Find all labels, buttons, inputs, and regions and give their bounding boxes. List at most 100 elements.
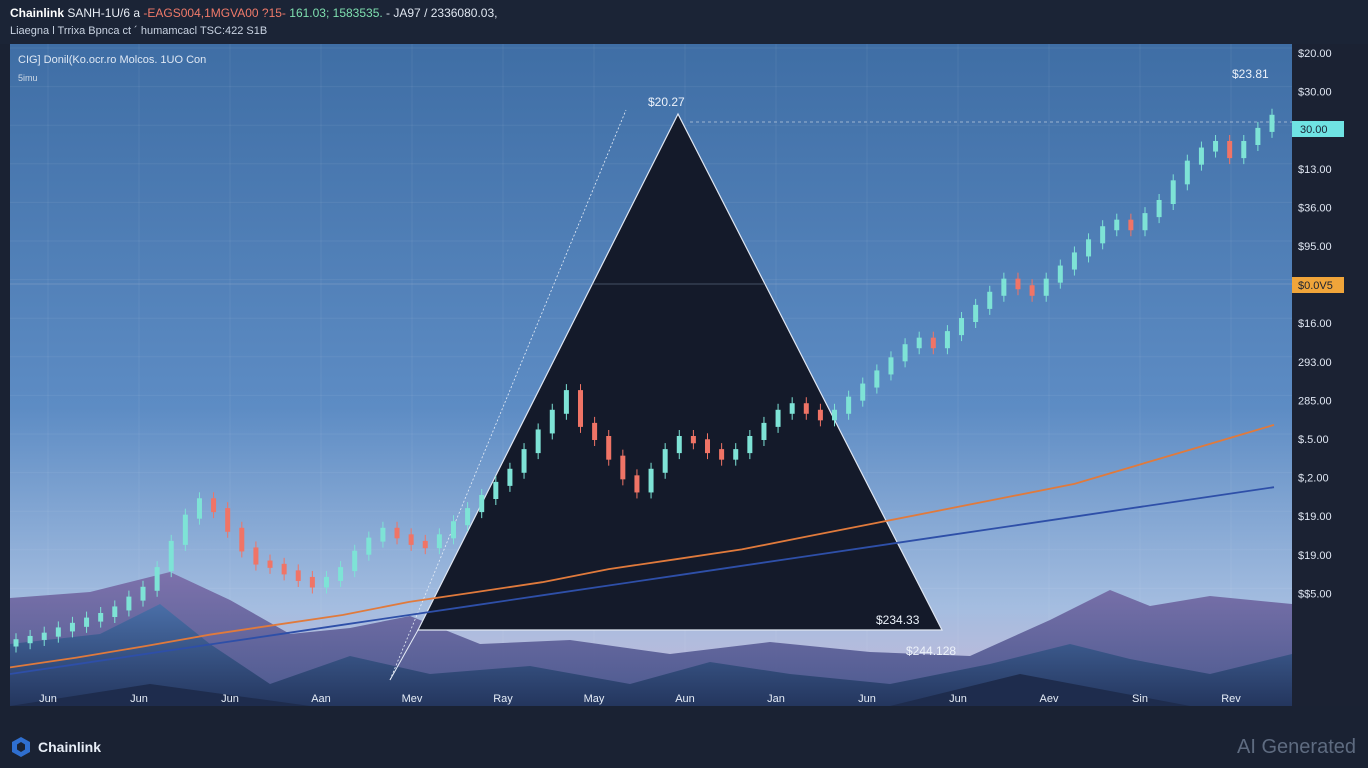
base-label: $234.33 (876, 613, 920, 627)
candle-up (1255, 127, 1261, 145)
chart-subtitle: Liaegna l Trrixa Bpnca ct ´ humamcacl TS… (10, 25, 268, 37)
candle-up (126, 596, 132, 611)
candle-down (253, 547, 259, 565)
header-bar (0, 0, 1368, 44)
x-tick-label: Rev (1221, 693, 1241, 705)
top-right-label: $23.81 (1232, 67, 1269, 81)
candle-up (733, 449, 739, 460)
candle-up (832, 409, 838, 421)
legend-sub: 5imu (18, 73, 38, 83)
x-tick-label: Jun (39, 693, 57, 705)
candle-up (1043, 278, 1049, 296)
candle-up (98, 613, 104, 622)
price-tick-label: $.5.00 (1298, 434, 1329, 446)
candle-up (747, 436, 753, 454)
candle-up (323, 576, 329, 588)
candle-down (803, 403, 809, 414)
mountain-shadow (10, 674, 1190, 706)
candle-down (211, 498, 217, 513)
price-tick-label: $,2.00 (1298, 473, 1329, 485)
price-tick-label: 285.00 (1298, 395, 1332, 407)
price-tick-label: $19.00 (1298, 511, 1332, 523)
price-axis-svg: $20.00$30.00$26.00$13.00$36.00$95.00203.… (1292, 48, 1344, 600)
candle-up (55, 627, 61, 637)
candle-up (549, 409, 555, 434)
candle-up (535, 429, 541, 454)
x-tick-label: Ray (493, 693, 513, 705)
x-tick-label: Jun (858, 693, 876, 705)
footer (0, 706, 1368, 768)
candle-up (507, 468, 513, 486)
x-tick-label: Jun (130, 693, 148, 705)
candle-up (761, 422, 767, 440)
candle-down (239, 527, 245, 552)
price-tick-label: $$5.00 (1298, 588, 1332, 600)
candle-down (690, 436, 696, 444)
price-badge-orange (1292, 277, 1344, 293)
candle-up (465, 508, 471, 526)
candle-up (84, 617, 90, 627)
candle-down (1029, 285, 1035, 296)
candle-up (1241, 141, 1247, 159)
candle-up (69, 622, 75, 632)
candle-up (450, 521, 456, 539)
price-tick-label: $16.00 (1298, 318, 1332, 330)
below-base-label: $244.128 (906, 644, 956, 658)
candle-down (1227, 141, 1233, 159)
candle-down (577, 390, 583, 427)
mountain-front (10, 604, 1292, 706)
candle-up (196, 498, 202, 519)
x-tick-label: Aun (675, 693, 695, 705)
x-axis-ticks: Jun Jun Jun Aan Mev Ray May Aun Jan Jun Jun Aev Sin R… (39, 693, 1241, 705)
candle-down (225, 508, 231, 532)
x-tick-label: Aan (311, 693, 331, 705)
moving-average-line (10, 424, 1275, 669)
price-tick-label: $13.00 (1298, 164, 1332, 176)
candle-up (944, 331, 950, 349)
candle-up (479, 495, 485, 513)
chainlink-logo[interactable]: Chainlink (10, 736, 101, 758)
candle-up (1086, 239, 1092, 257)
chart-svg: $20.27 $23.81 $234.33 $244.128 Jun Jun Jun… (10, 44, 1292, 706)
candle-down (592, 422, 598, 440)
candle-up (41, 632, 47, 640)
candle-up (902, 344, 908, 362)
candle-up (380, 527, 386, 542)
x-tick-label: Mev (402, 693, 423, 705)
values-red: -EAGS004,1MGVA00 ?15- (143, 6, 286, 20)
chart-area[interactable]: $20.27 $23.81 $234.33 $244.128 Jun Jun Jun… (10, 44, 1292, 706)
values-green: 161.03; 1583535. (289, 6, 383, 20)
candle-up (352, 550, 358, 572)
price-badge-orange-text: $0.0V5 (1298, 280, 1333, 292)
candle-up (846, 396, 852, 414)
chart-title: Chainlink SANH-1U/6 a -EAGS004,1MGVA00 ?… (10, 6, 497, 20)
candle-down (267, 560, 273, 568)
logo-text: Chainlink (38, 739, 102, 755)
candle-up (338, 567, 344, 581)
values-white: - JA97 / 2336080.03, (386, 6, 498, 20)
trend-connector (389, 629, 419, 681)
candles-layer (13, 108, 1275, 653)
candle-down (817, 409, 823, 421)
candle-up (140, 586, 146, 601)
candle-up (1198, 147, 1204, 165)
candle-up (1142, 213, 1148, 231)
candle-up (1184, 160, 1190, 185)
candle-down (309, 576, 315, 588)
candle-up (563, 390, 569, 414)
candle-up (1170, 180, 1176, 204)
candle-up (916, 337, 922, 349)
candle-up (1156, 200, 1162, 218)
candle-down (1015, 278, 1021, 290)
price-axis[interactable]: $20.00$30.00$26.00$13.00$36.00$95.00203.… (1292, 44, 1368, 706)
candle-up (168, 540, 174, 572)
candle-down (719, 449, 725, 460)
candle-up (27, 635, 33, 644)
candle-down (606, 436, 612, 460)
candle-down (422, 540, 428, 549)
candle-up (493, 481, 499, 499)
candle-up (154, 567, 160, 591)
candle-up (13, 639, 19, 647)
price-tick-label: $30.00 (1298, 87, 1332, 99)
x-tick-label: Jan (767, 693, 785, 705)
